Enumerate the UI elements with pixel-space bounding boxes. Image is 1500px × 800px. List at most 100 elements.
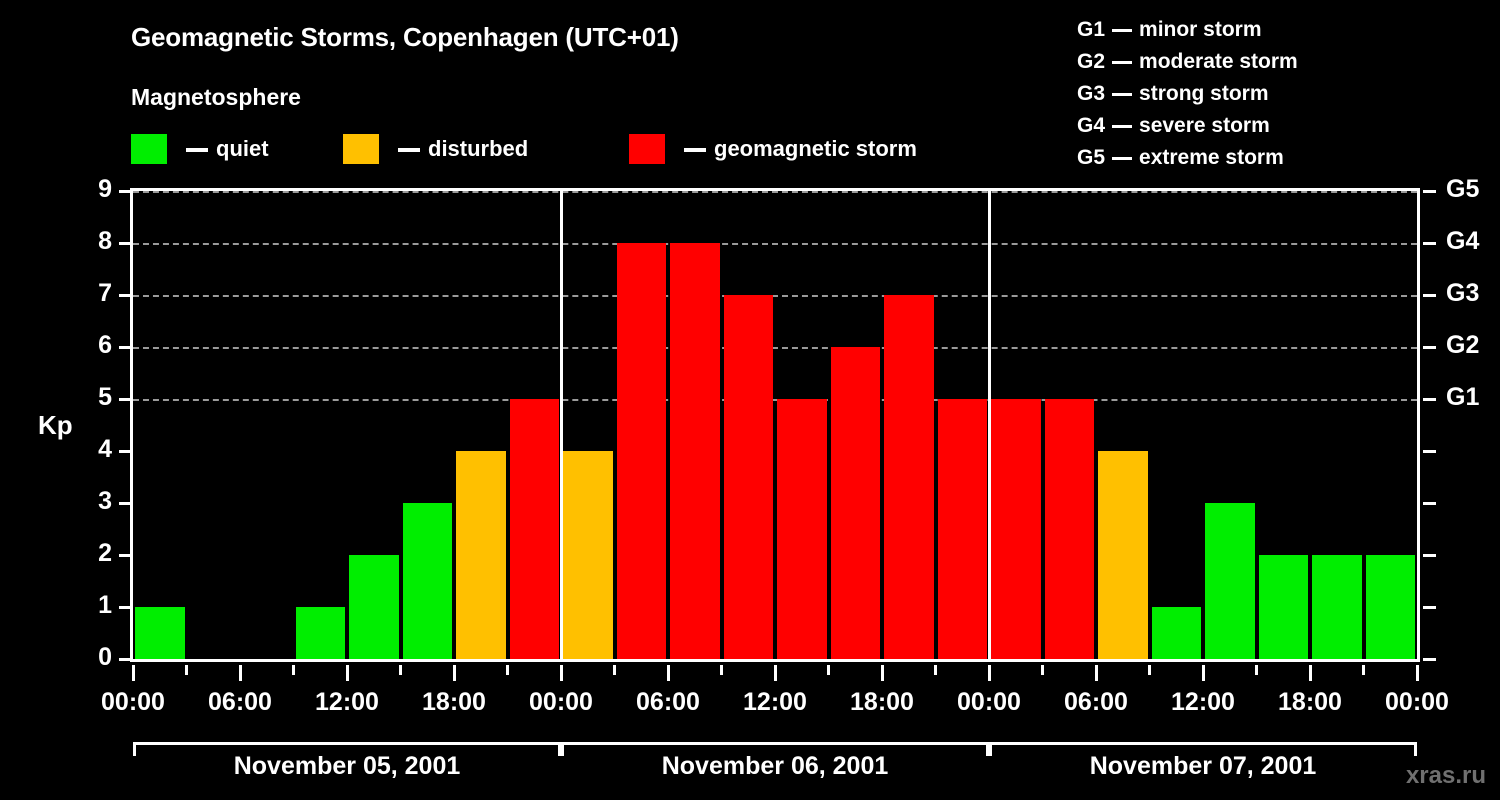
y-tick-3 [119, 501, 130, 505]
gscale-legend-row-g3: G3 strong storm [1077, 78, 1298, 110]
bar-series [133, 191, 1417, 659]
x-tick [238, 665, 242, 681]
g-axis-label-g5: G5 [1446, 175, 1480, 203]
x-tick [559, 665, 563, 681]
gscale-code-g5: G5 [1077, 146, 1106, 169]
bar [1312, 555, 1362, 659]
x-tick-label: 00:00 [957, 688, 1021, 716]
date-bracket [561, 742, 989, 756]
g-axis-tick-kp-4 [1423, 449, 1436, 453]
x-tick-label: 06:00 [636, 688, 700, 716]
y-tick-5 [119, 397, 130, 401]
gscale-dash-icon [1112, 60, 1133, 64]
x-tick [613, 665, 616, 675]
x-tick-label: 00:00 [101, 688, 165, 716]
gscale-code-g3: G3 [1077, 82, 1106, 105]
gridline-kp-5 [133, 399, 1417, 401]
g-axis-tick-kp-2 [1423, 553, 1436, 557]
g-axis-tick-kp-3 [1423, 501, 1436, 505]
x-tick [1148, 665, 1151, 675]
watermark: xras.ru [1405, 762, 1486, 789]
gridline-kp-7 [133, 295, 1417, 297]
bar [884, 295, 934, 659]
y-tick-6 [119, 345, 130, 349]
bar [1098, 451, 1148, 659]
x-tick-label: 00:00 [1385, 688, 1449, 716]
x-tick [1094, 665, 1098, 681]
x-tick-label: 18:00 [422, 688, 486, 716]
legend-entry-quiet: quiet [131, 132, 269, 166]
gscale-desc-g1: minor storm [1139, 18, 1262, 41]
bar [1044, 399, 1094, 659]
g-scale-axis: G1 G2 G3 G4 G5 [1420, 0, 1500, 800]
x-tick [934, 665, 937, 675]
g-axis-tick-kp-9 [1423, 189, 1436, 193]
x-tick [773, 665, 777, 681]
x-tick [1041, 665, 1044, 675]
bar [563, 451, 613, 659]
bar [670, 243, 720, 659]
y-tick-2 [119, 553, 130, 557]
gscale-legend-row-g1: G1 minor storm [1077, 14, 1298, 46]
y-tick-8 [119, 241, 130, 245]
bar [1258, 555, 1308, 659]
g-axis-tick-kp-8 [1423, 241, 1436, 245]
date-bracket [133, 742, 561, 756]
legend-dash-icon [398, 148, 420, 153]
y-tick-label-4: 4 [98, 435, 112, 463]
plot-area [130, 188, 1420, 662]
x-tick [1415, 665, 1419, 681]
x-tick [1308, 665, 1312, 681]
x-tick [185, 665, 188, 675]
gridline-kp-8 [133, 243, 1417, 245]
gscale-code-g4: G4 [1077, 114, 1106, 137]
bar [777, 399, 827, 659]
x-tick [345, 665, 349, 681]
date-label: November 07, 2001 [1089, 752, 1317, 780]
y-tick-label-5: 5 [98, 383, 112, 411]
bar [1151, 607, 1201, 659]
x-tick [1255, 665, 1258, 675]
bar [1365, 555, 1415, 659]
legend-label-quiet: quiet [167, 132, 269, 166]
gscale-dash-icon [1112, 124, 1133, 128]
x-tick [452, 665, 456, 681]
gridline-kp-9 [133, 191, 1417, 193]
legend-label-disturbed: disturbed [379, 132, 528, 166]
gscale-desc-g4: severe storm [1139, 114, 1270, 137]
bar [991, 399, 1041, 659]
x-tick-label: 12:00 [1171, 688, 1235, 716]
g-axis-tick-kp-0 [1423, 657, 1436, 661]
bar [830, 347, 880, 659]
x-tick-label: 18:00 [850, 688, 914, 716]
legend-entry-storm: geomagnetic storm [629, 132, 917, 166]
g-axis-label-g1: G1 [1446, 383, 1480, 411]
gscale-dash-icon [1112, 92, 1133, 96]
legend-label-storm: geomagnetic storm [665, 132, 917, 166]
x-tick [1201, 665, 1205, 681]
y-axis: Kp 0 1 2 3 4 5 6 7 8 9 [0, 0, 130, 800]
y-tick-label-9: 9 [98, 175, 112, 203]
day-divider [559, 191, 563, 659]
x-tick-label: 12:00 [315, 688, 379, 716]
gscale-desc-g2: moderate storm [1139, 50, 1298, 73]
gscale-desc-g3: strong storm [1139, 82, 1269, 105]
g-axis-label-g4: G4 [1446, 227, 1480, 255]
y-tick-4 [119, 449, 130, 453]
x-tick-label: 06:00 [208, 688, 272, 716]
gscale-legend: G1 minor storm G2 moderate storm G3 strong st… [1077, 14, 1298, 174]
plot-inner [133, 191, 1417, 659]
x-tick-label: 06:00 [1064, 688, 1128, 716]
y-axis-title: Kp [38, 410, 73, 440]
y-tick-label-7: 7 [98, 279, 112, 307]
gscale-dash-icon [1112, 156, 1133, 160]
y-tick-label-0: 0 [98, 643, 112, 671]
x-tick-label: 12:00 [743, 688, 807, 716]
gscale-legend-row-g4: G4 severe storm [1077, 110, 1298, 142]
legend-dash-icon [684, 148, 706, 153]
legend-entry-disturbed: disturbed [343, 132, 528, 166]
x-tick-label: 00:00 [529, 688, 593, 716]
gscale-desc-g5: extreme storm [1139, 146, 1284, 169]
y-tick-label-1: 1 [98, 591, 112, 619]
